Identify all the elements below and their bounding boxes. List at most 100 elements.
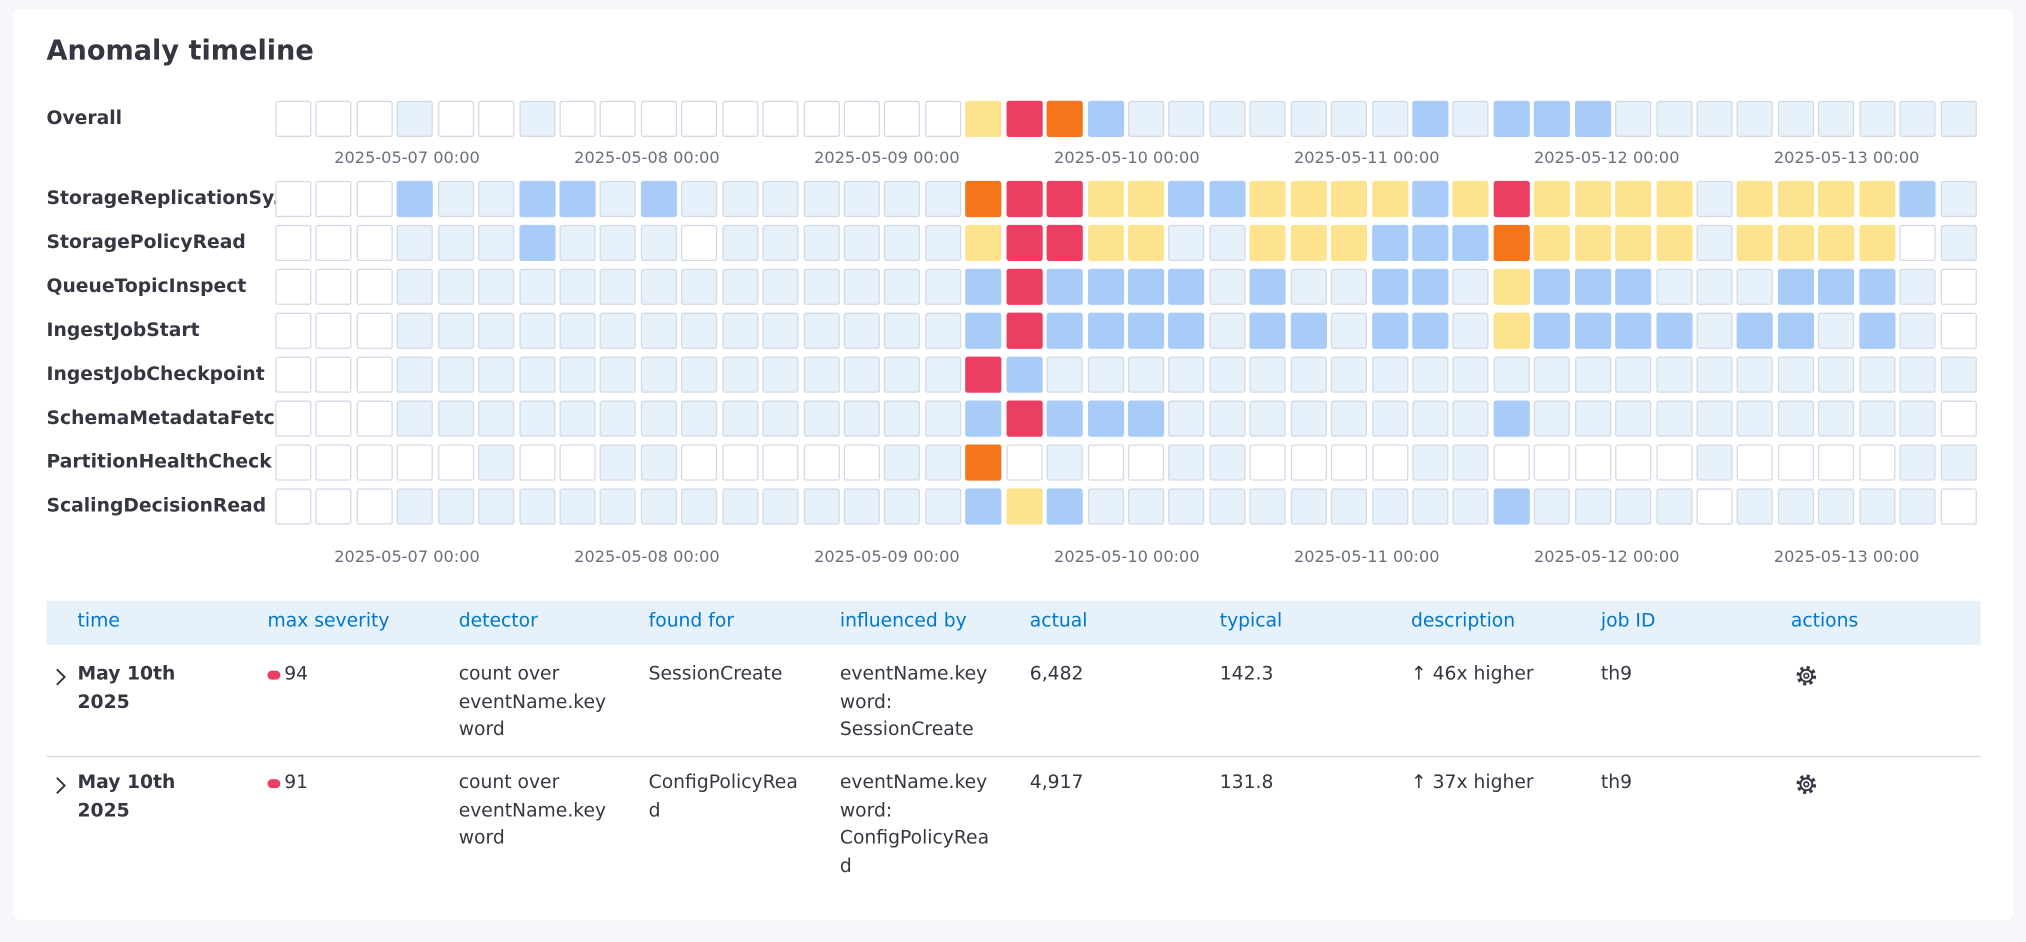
heatmap-cell[interactable] xyxy=(1940,488,1977,525)
heatmap-cell[interactable] xyxy=(437,444,474,481)
heatmap-cell[interactable] xyxy=(1493,312,1530,349)
heatmap-cell[interactable] xyxy=(1899,488,1936,525)
heatmap-cell[interactable] xyxy=(1737,488,1774,525)
heatmap-cell[interactable] xyxy=(965,268,1002,305)
heatmap-cell[interactable] xyxy=(356,356,393,393)
heatmap-cell[interactable] xyxy=(1127,400,1165,437)
heatmap-cell[interactable] xyxy=(356,444,393,481)
heatmap-cell[interactable] xyxy=(1127,444,1165,481)
heatmap-cell[interactable] xyxy=(1046,488,1083,525)
heatmap-cell[interactable] xyxy=(1696,100,1733,137)
heatmap-cell[interactable] xyxy=(1168,180,1205,218)
heatmap-cell[interactable] xyxy=(1168,488,1205,525)
heatmap-cell[interactable] xyxy=(1777,444,1814,481)
column-header[interactable]: job ID xyxy=(1600,611,1656,632)
heatmap-cell[interactable] xyxy=(1899,312,1936,349)
heatmap-cell[interactable] xyxy=(640,180,677,218)
heatmap-cell[interactable] xyxy=(1006,312,1043,349)
heatmap-cell[interactable] xyxy=(1493,100,1530,137)
heatmap-cell[interactable] xyxy=(1940,356,1977,393)
heatmap-cell[interactable] xyxy=(1209,224,1246,262)
heatmap-cell[interactable] xyxy=(600,488,637,525)
heatmap-cell[interactable] xyxy=(437,100,474,137)
heatmap-cell[interactable] xyxy=(1087,180,1124,218)
heatmap-cell[interactable] xyxy=(803,100,840,137)
heatmap-cell[interactable] xyxy=(1006,356,1043,393)
heatmap-cell[interactable] xyxy=(762,444,799,481)
heatmap-cell[interactable] xyxy=(1371,312,1408,349)
heatmap-cell[interactable] xyxy=(1818,444,1855,481)
heatmap-cell[interactable] xyxy=(1127,100,1165,137)
heatmap-cell[interactable] xyxy=(803,400,840,437)
heatmap-cell[interactable] xyxy=(1046,400,1083,437)
heatmap-cell[interactable] xyxy=(600,400,637,437)
heatmap-cell[interactable] xyxy=(1899,400,1936,437)
expand-row-button[interactable] xyxy=(49,665,72,688)
heatmap-cell[interactable] xyxy=(1574,312,1611,349)
heatmap-cell[interactable] xyxy=(356,268,393,305)
heatmap-cell[interactable] xyxy=(681,268,718,305)
heatmap-cell[interactable] xyxy=(1331,444,1368,481)
heatmap-cell[interactable] xyxy=(1615,444,1652,481)
column-header[interactable]: typical xyxy=(1219,611,1283,632)
heatmap-cell[interactable] xyxy=(1940,400,1977,437)
heatmap-cell[interactable] xyxy=(1777,356,1814,393)
heatmap-cell[interactable] xyxy=(1655,400,1693,437)
heatmap-cell[interactable] xyxy=(762,312,799,349)
heatmap-cell[interactable] xyxy=(1940,180,1977,218)
heatmap-cell[interactable] xyxy=(1168,268,1205,305)
heatmap-cell[interactable] xyxy=(1899,356,1936,393)
heatmap-cell[interactable] xyxy=(1858,180,1896,218)
heatmap-cell[interactable] xyxy=(1046,180,1083,218)
heatmap-cell[interactable] xyxy=(681,444,718,481)
heatmap-cell[interactable] xyxy=(356,400,393,437)
heatmap-cell[interactable] xyxy=(1006,180,1043,218)
heatmap-cell[interactable] xyxy=(559,400,596,437)
heatmap-cell[interactable] xyxy=(803,312,840,349)
heatmap-cell[interactable] xyxy=(965,180,1002,218)
heatmap-cell[interactable] xyxy=(437,224,474,262)
heatmap-cell[interactable] xyxy=(1858,224,1896,262)
heatmap-cell[interactable] xyxy=(315,100,352,137)
heatmap-cell[interactable] xyxy=(1777,312,1814,349)
heatmap-cell[interactable] xyxy=(1777,268,1814,305)
heatmap-cell[interactable] xyxy=(1087,268,1124,305)
heatmap-cell[interactable] xyxy=(1534,268,1571,305)
heatmap-cell[interactable] xyxy=(803,488,840,525)
heatmap-cell[interactable] xyxy=(924,224,962,262)
heatmap-cell[interactable] xyxy=(1615,100,1652,137)
heatmap-cell[interactable] xyxy=(1858,356,1896,393)
heatmap-cell[interactable] xyxy=(1127,488,1165,525)
heatmap-cell[interactable] xyxy=(1940,312,1977,349)
heatmap-cell[interactable] xyxy=(1331,356,1368,393)
heatmap-cell[interactable] xyxy=(1696,180,1733,218)
heatmap-cell[interactable] xyxy=(884,224,921,262)
heatmap-cell[interactable] xyxy=(559,356,596,393)
heatmap-cell[interactable] xyxy=(1331,488,1368,525)
heatmap-cell[interactable] xyxy=(762,356,799,393)
heatmap-cell[interactable] xyxy=(762,268,799,305)
heatmap-cell[interactable] xyxy=(1737,224,1774,262)
heatmap-cell[interactable] xyxy=(1371,488,1408,525)
heatmap-cell[interactable] xyxy=(1249,180,1286,218)
heatmap-cell[interactable] xyxy=(1087,224,1124,262)
heatmap-cell[interactable] xyxy=(1290,180,1327,218)
heatmap-cell[interactable] xyxy=(1574,400,1611,437)
heatmap-cell[interactable] xyxy=(275,100,312,137)
heatmap-cell[interactable] xyxy=(681,488,718,525)
heatmap-cell[interactable] xyxy=(1534,488,1571,525)
heatmap-cell[interactable] xyxy=(478,224,515,262)
heatmap-cell[interactable] xyxy=(1412,312,1449,349)
heatmap-cell[interactable] xyxy=(1371,268,1408,305)
heatmap-cell[interactable] xyxy=(843,224,880,262)
column-header[interactable]: max severity xyxy=(267,611,390,632)
heatmap-cell[interactable] xyxy=(478,180,515,218)
heatmap-cell[interactable] xyxy=(1696,400,1733,437)
heatmap-cell[interactable] xyxy=(640,488,677,525)
heatmap-cell[interactable] xyxy=(1209,488,1246,525)
heatmap-cell[interactable] xyxy=(1940,224,1977,262)
heatmap-cell[interactable] xyxy=(1290,444,1327,481)
heatmap-cell[interactable] xyxy=(803,444,840,481)
heatmap-cell[interactable] xyxy=(1412,224,1449,262)
heatmap-cell[interactable] xyxy=(600,180,637,218)
